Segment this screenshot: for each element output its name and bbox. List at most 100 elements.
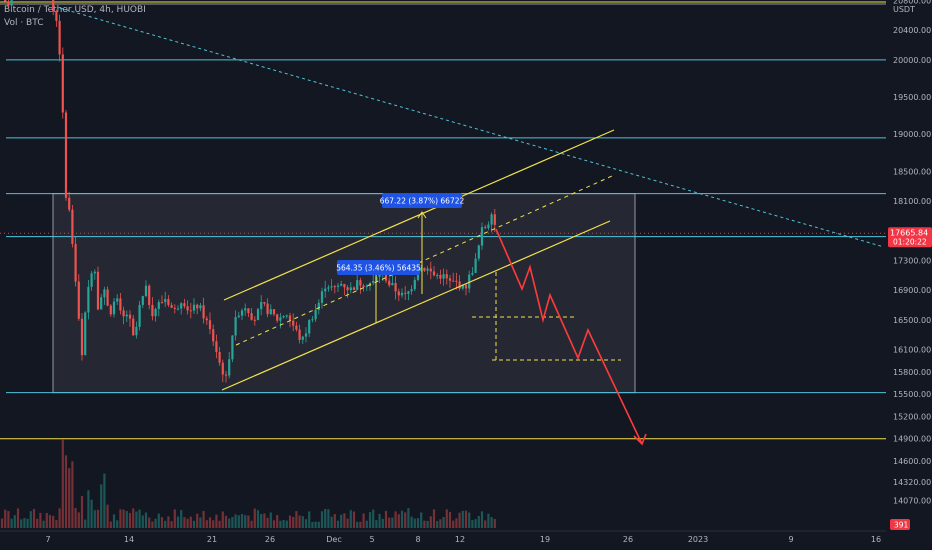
candle-body (295, 325, 298, 330)
volume-bar (439, 519, 442, 528)
volume-bar (173, 509, 176, 528)
volume-bar (272, 520, 276, 528)
candle-body (477, 245, 480, 259)
candle-body (164, 299, 167, 303)
candle-body (394, 283, 397, 292)
volume-bar (100, 484, 103, 528)
price-tick-label: 14900.00 (893, 435, 931, 444)
price-axis-bg (886, 0, 932, 550)
volume-bar (68, 468, 71, 528)
candle-body (64, 112, 68, 198)
candle-body (308, 320, 311, 334)
volume-bar (432, 509, 436, 528)
candle-body (314, 309, 317, 320)
volume-bar (458, 512, 461, 528)
candle-body (288, 315, 292, 321)
candle-body (74, 243, 77, 282)
volume-bar (176, 516, 180, 528)
volume-bar (77, 512, 80, 528)
candle-body (68, 197, 71, 210)
candle-body (231, 335, 234, 360)
candle-body (196, 304, 199, 309)
volume-bar (196, 513, 199, 528)
candle-body (247, 308, 250, 314)
volume-bar (103, 473, 106, 528)
candle-body (429, 268, 432, 272)
candle-body (116, 298, 119, 302)
candle-body (157, 302, 160, 309)
price-tick-label: 14320.00 (893, 478, 931, 487)
volume-bar (135, 511, 138, 528)
channel-upper-line (223, 129, 615, 301)
price-tick-label: 20800.00 (893, 0, 931, 5)
volume-bar (93, 510, 96, 528)
candle-body (84, 312, 87, 356)
candle-body (266, 303, 269, 315)
candle-body (148, 285, 151, 305)
candle-body (103, 289, 106, 298)
volume-bar (311, 521, 314, 528)
volume-bar (221, 511, 224, 528)
candle-body (93, 271, 96, 274)
volume-bar (132, 508, 135, 528)
candle-body (154, 308, 157, 317)
volume-bar (160, 517, 164, 528)
price-tick-label: 19500.00 (893, 93, 931, 102)
candle-body (180, 303, 183, 309)
volume-bar (202, 510, 205, 528)
volume-bar (167, 516, 170, 528)
volume-bar (375, 520, 378, 528)
candle-body (324, 288, 327, 292)
candle-body (445, 274, 448, 279)
volume-bar (416, 518, 420, 528)
candle-body (234, 317, 237, 336)
time-tick-label: 26 (623, 535, 633, 544)
volume-bar (144, 512, 148, 528)
volume-bar (279, 520, 282, 528)
candles (4, 0, 496, 383)
candle-body (173, 307, 176, 309)
candle-body (317, 302, 320, 310)
candle-body (4, 0, 7, 2)
candle-body (413, 279, 416, 290)
time-tick-label: 14 (124, 535, 134, 544)
volume-bar (474, 519, 477, 528)
candle-body (432, 271, 436, 276)
channel-lower-line (221, 220, 611, 391)
price-tick-label: 18500.00 (893, 167, 931, 176)
volume-bar (413, 518, 416, 528)
candle-body (304, 333, 308, 337)
time-tick-label: 12 (455, 535, 465, 544)
candle-body (122, 310, 125, 317)
volume-bar (298, 515, 301, 528)
candle-body (160, 302, 164, 304)
volume-bar (55, 520, 58, 528)
volume-bar (199, 517, 202, 528)
price-tick-label: 16500.00 (893, 316, 931, 325)
candle-body (448, 278, 452, 281)
volume-bar (448, 511, 452, 528)
time-tick-label: 7 (45, 535, 50, 544)
price-tick-label: 14070.00 (893, 496, 931, 505)
volume-bar (189, 516, 192, 528)
measure-label: 667.22 (3.87%) 66722 (380, 197, 465, 206)
volume-bar (442, 517, 445, 528)
candle-body (407, 291, 410, 294)
candle-body (71, 209, 74, 244)
volume-bar (285, 520, 288, 528)
time-tick-label: 16 (871, 535, 881, 544)
volume-bar (487, 513, 490, 528)
candle-body (80, 318, 84, 356)
volume-bar (346, 518, 349, 528)
time-tick-label: 9 (788, 535, 793, 544)
candle-body (282, 315, 285, 318)
projection-arrowhead (633, 433, 647, 446)
volume-bar (320, 511, 324, 528)
time-tick-label: Dec (326, 535, 341, 544)
candle-body (199, 305, 202, 309)
volume-bar (308, 511, 311, 528)
volume-bar (480, 511, 484, 528)
volume-bar (16, 508, 20, 528)
candle-body (378, 273, 381, 277)
